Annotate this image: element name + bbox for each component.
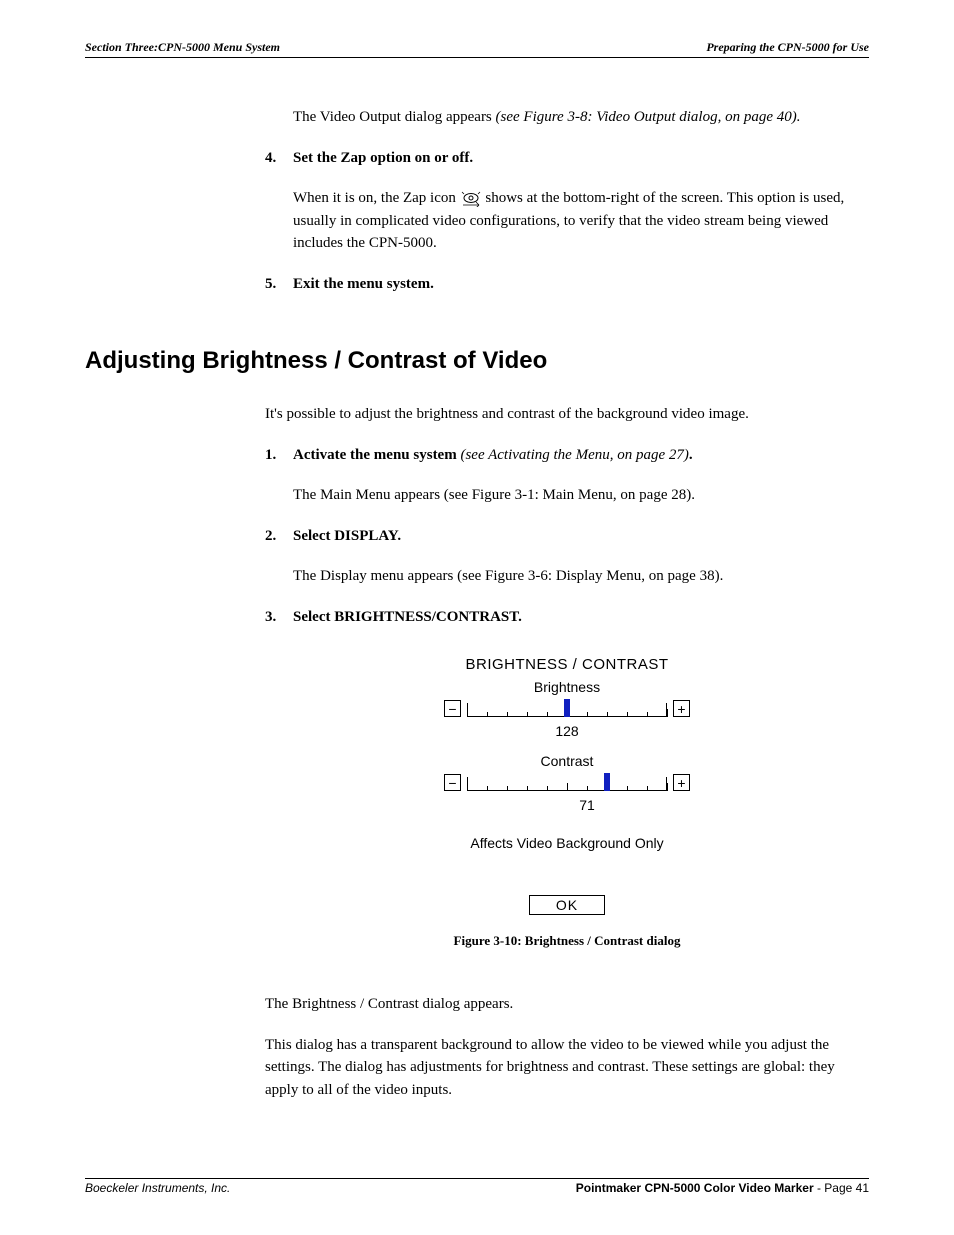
brightness-value: 128 xyxy=(427,723,707,739)
brightness-minus-button[interactable]: − xyxy=(444,700,461,717)
post-p2: This dialog has a transparent background… xyxy=(265,1034,869,1102)
step-4-text: Set the Zap option on or off. xyxy=(293,147,473,170)
adjust-step-1-body: The Main Menu appears (see Figure 3-1: M… xyxy=(293,484,869,507)
header-left: Section Three:CPN-5000 Menu System xyxy=(85,40,280,55)
page-header: Section Three:CPN-5000 Menu System Prepa… xyxy=(85,40,869,58)
header-right: Preparing the CPN-5000 for Use xyxy=(706,40,869,55)
dialog-note: Affects Video Background Only xyxy=(427,835,707,851)
contrast-minus-button[interactable]: − xyxy=(444,774,461,791)
figure-caption: Figure 3-10: Brightness / Contrast dialo… xyxy=(265,933,869,949)
brightness-slider[interactable] xyxy=(467,699,667,721)
dialog-title: BRIGHTNESS / CONTRAST xyxy=(427,656,707,673)
contrast-slider[interactable] xyxy=(467,773,667,795)
step-4-body: When it is on, the Zap icon shows at the… xyxy=(293,187,869,255)
contrast-label: Contrast xyxy=(427,753,707,769)
step-4: 4. Set the Zap option on or off. xyxy=(265,147,869,170)
contrast-slider-row: − + xyxy=(427,773,707,795)
footer-left: Boeckeler Instruments, Inc. xyxy=(85,1181,230,1195)
adjust-intro: It's possible to adjust the brightness a… xyxy=(265,403,869,426)
video-output-para: The Video Output dialog appears (see Fig… xyxy=(293,106,869,129)
ok-button[interactable]: OK xyxy=(529,895,605,915)
section-heading: Adjusting Brightness / Contrast of Video xyxy=(85,347,869,375)
adjust-step-2-body: The Display menu appears (see Figure 3-6… xyxy=(293,565,869,588)
post-p1: The Brightness / Contrast dialog appears… xyxy=(265,993,869,1016)
adjust-step-2: 2. Select DISPLAY. xyxy=(265,525,869,548)
page-footer: Boeckeler Instruments, Inc. Pointmaker C… xyxy=(85,1178,869,1195)
adjust-step-1: 1. Activate the menu system (see Activat… xyxy=(265,444,869,467)
brightness-label: Brightness xyxy=(427,679,707,695)
step-5: 5. Exit the menu system. xyxy=(265,273,869,296)
contrast-value: 71 xyxy=(467,797,707,813)
brightness-slider-thumb[interactable] xyxy=(564,699,570,717)
contrast-plus-button[interactable]: + xyxy=(673,774,690,791)
step-5-text: Exit the menu system. xyxy=(293,273,434,296)
footer-right: Pointmaker CPN-5000 Color Video Marker -… xyxy=(576,1181,869,1195)
brightness-slider-row: − + xyxy=(427,699,707,721)
brightness-contrast-figure: BRIGHTNESS / CONTRAST Brightness − + 128… xyxy=(265,656,869,915)
brightness-plus-button[interactable]: + xyxy=(673,700,690,717)
contrast-slider-thumb[interactable] xyxy=(604,773,610,791)
brightness-contrast-dialog: BRIGHTNESS / CONTRAST Brightness − + 128… xyxy=(427,656,707,915)
adjust-step-3: 3. Select BRIGHTNESS/CONTRAST. xyxy=(265,606,869,629)
step-4-num: 4. xyxy=(265,147,293,170)
step-5-num: 5. xyxy=(265,273,293,296)
zap-icon xyxy=(460,191,482,207)
